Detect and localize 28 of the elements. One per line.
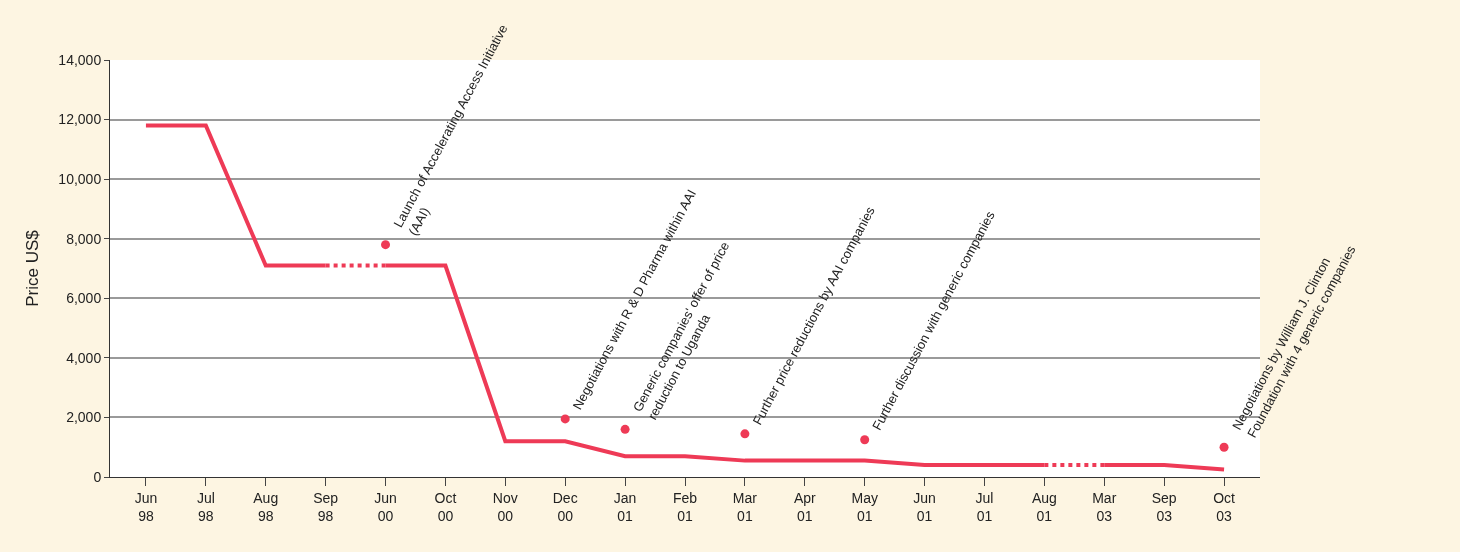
x-tick-label: Apr 01: [793, 489, 817, 524]
x-tick-label: Aug 01: [1031, 489, 1057, 524]
y-tick-label: 4,000: [66, 349, 102, 366]
x-tick-label: Jun 01: [913, 489, 936, 524]
x-tick-label: Dec 00: [552, 489, 578, 524]
x-tick-label: Jun 98: [134, 489, 158, 524]
x-tick-label: Mar 01: [732, 489, 758, 524]
x-tick-label: Nov 00: [492, 489, 518, 524]
y-tick-label: 14,000: [58, 51, 102, 68]
y-tick-label: 2,000: [66, 409, 102, 426]
y-tick-label: 8,000: [66, 230, 102, 247]
x-tick-label: Mar 03: [1092, 489, 1117, 524]
y-tick-label: 12,000: [58, 111, 102, 128]
x-tick-label: Sep 03: [1151, 489, 1177, 524]
y-tick-label: 0: [93, 468, 102, 485]
x-tick-label: Jan 01: [613, 489, 637, 524]
y-tick-label: 10,000: [58, 171, 102, 188]
y-axis-title: Price US$: [22, 229, 42, 307]
x-tick-label: Oct 00: [434, 489, 457, 524]
x-tick-label: Oct 03: [1213, 489, 1236, 524]
x-tick-label: Jul 98: [196, 489, 215, 524]
x-tick-label: Feb 01: [672, 489, 698, 524]
x-tick-label: Jun 00: [374, 489, 397, 524]
x-tick-label: Aug 98: [253, 489, 279, 524]
x-tick-label: Sep 98: [313, 489, 339, 524]
y-tick-label: 6,000: [66, 290, 102, 307]
x-tick-label: Jul 01: [975, 489, 994, 524]
x-tick-label: May 01: [851, 489, 878, 524]
